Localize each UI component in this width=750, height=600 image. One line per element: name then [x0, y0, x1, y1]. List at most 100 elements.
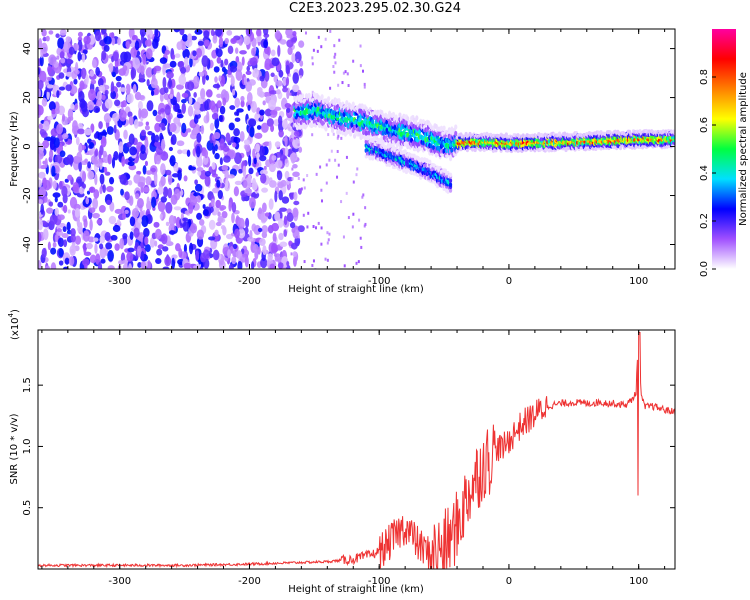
spectrogram-noise-cell	[84, 158, 88, 163]
spectrogram-noise-cell	[46, 90, 50, 100]
spectrogram-noise-cell	[218, 204, 227, 211]
spectrogram-noise-cell	[222, 97, 227, 106]
spectrogram-noise-cell	[171, 257, 176, 269]
spectrogram-noise-cell	[279, 154, 286, 161]
spectrogram-noise-cell	[85, 74, 89, 86]
spectrogram-noise-cell	[196, 145, 201, 158]
spectrogram-noise-cell	[202, 209, 209, 217]
spectrogram-noise-cell	[233, 128, 240, 137]
spectrogram-noise-cell	[179, 29, 185, 36]
spectrogram-noise-cell	[67, 209, 71, 214]
spectrogram-y-axis-label: Frequency (Hz)	[9, 111, 20, 187]
spectrogram-noise-cell	[208, 236, 216, 241]
spectrogram-noise-cell	[277, 181, 284, 189]
spectrogram-track-cell	[454, 124, 458, 130]
spectrogram-noise-cell	[52, 241, 57, 248]
spectrogram-speckle	[311, 62, 314, 66]
spectrogram-noise-cell	[65, 84, 72, 92]
spectrogram-noise-cell	[59, 51, 65, 59]
spectrogram-noise-cell	[86, 190, 91, 195]
spectrogram-noise-cell	[157, 200, 166, 212]
spectrogram-noise-cell	[137, 100, 143, 111]
spectrogram-noise-cell	[159, 92, 164, 102]
spectrogram-noise-cell	[99, 173, 105, 185]
spectrogram-noise-cell	[99, 235, 106, 244]
spectrogram-noise-cell	[82, 171, 87, 183]
spectrogram-noise-cell	[89, 254, 97, 264]
spectrogram-noise-cell	[173, 29, 180, 33]
spectrogram-noise-cell	[118, 141, 124, 154]
spectrogram-noise-cell	[128, 195, 134, 206]
spectrogram-noise-cell	[162, 246, 169, 252]
spectrogram-track-cell	[301, 93, 305, 99]
spectrogram-noise-cell	[144, 236, 149, 246]
snr-x-tick-label: -200	[238, 576, 261, 587]
spectrogram-noise-cell	[69, 244, 76, 257]
spectrogram-noise-cell	[196, 195, 202, 203]
spectrogram-noise-cell	[176, 140, 185, 147]
spectrogram-noise-cell	[227, 45, 234, 55]
spectrogram-speckle	[363, 224, 366, 228]
spectrogram-noise-cell	[54, 234, 59, 242]
spectrogram-speckle	[311, 133, 314, 137]
spectrogram-noise-cell	[253, 225, 262, 236]
spectrogram-noise-cell	[122, 232, 128, 239]
spectrogram-noise-cell	[238, 168, 243, 174]
spectrogram-noise-cell	[106, 126, 114, 135]
spectrogram-noise-cell	[257, 227, 263, 233]
spectrogram-noise-cell	[210, 198, 215, 207]
spectrogram-noise-cell	[162, 76, 167, 89]
spectrogram-noise-cell	[271, 57, 280, 67]
spectrogram-noise-cell	[41, 97, 48, 107]
spectrogram-noise-cell	[88, 88, 96, 101]
spectrogram-noise-cell	[48, 30, 54, 35]
spectrogram-noise-cell	[38, 179, 42, 188]
spectrogram-x-tick-label: -300	[108, 276, 131, 287]
spectrogram-noise-cell	[131, 207, 140, 219]
spectrogram-noise-cell	[140, 261, 147, 269]
spectrogram-noise-cell	[68, 256, 75, 266]
spectrogram-noise-cell	[88, 186, 96, 193]
spectrogram-noise-cell	[54, 207, 59, 217]
spectrogram-noise-cell	[248, 155, 252, 167]
spectrogram-noise-cell	[104, 89, 109, 95]
spectrogram-noise-cell	[229, 245, 234, 254]
spectrogram-noise-cell	[49, 138, 56, 151]
spectrogram-noise-cell	[111, 157, 116, 169]
spectrogram-noise-cell	[270, 110, 278, 115]
spectrogram-noise-cell	[103, 44, 110, 52]
spectrogram-speckle	[342, 235, 345, 239]
spectrogram-noise-cell	[101, 29, 107, 35]
spectrogram-track-cell	[448, 172, 453, 178]
spectrogram-noise-cell	[278, 115, 283, 126]
spectrogram-noise-cell	[57, 214, 65, 221]
spectrogram-noise-cell	[261, 202, 267, 213]
spectrogram-noise-cell	[194, 29, 203, 35]
spectrogram-noise-cell	[48, 54, 57, 66]
spectrogram-noise-cell	[137, 95, 145, 101]
spectrogram-track-cell	[417, 129, 422, 135]
spectrogram-noise-cell	[214, 76, 218, 83]
spectrogram-noise-cell	[44, 157, 48, 169]
spectrogram-noise-cell	[208, 219, 216, 230]
spectrogram-noise-cell	[247, 236, 254, 242]
spectrogram-noise-cell	[281, 196, 290, 204]
spectrogram-speckle	[296, 59, 299, 63]
spectrogram-noise-cell	[194, 179, 198, 185]
spectrogram-speckle	[346, 72, 349, 76]
spectrogram-noise-cell	[38, 149, 45, 160]
spectrogram-noise-cell	[200, 252, 207, 263]
spectrogram-noise-cell	[279, 207, 288, 212]
spectrogram-noise-cell	[69, 196, 78, 209]
spectrogram-noise-cell	[204, 174, 211, 187]
spectrogram-noise-cell	[38, 123, 44, 130]
spectrogram-noise-cell	[50, 262, 57, 269]
spectrogram-speckle	[363, 85, 366, 89]
spectrogram-noise-cell	[193, 109, 201, 115]
spectrogram-noise-cell	[217, 190, 223, 200]
spectrogram-noise-cell	[150, 90, 155, 97]
spectrogram-noise-cell	[279, 241, 288, 248]
spectrogram-track-cell	[428, 159, 432, 165]
snr-scale-prefix: (x10	[10, 317, 21, 340]
spectrogram-speckle	[340, 136, 343, 140]
